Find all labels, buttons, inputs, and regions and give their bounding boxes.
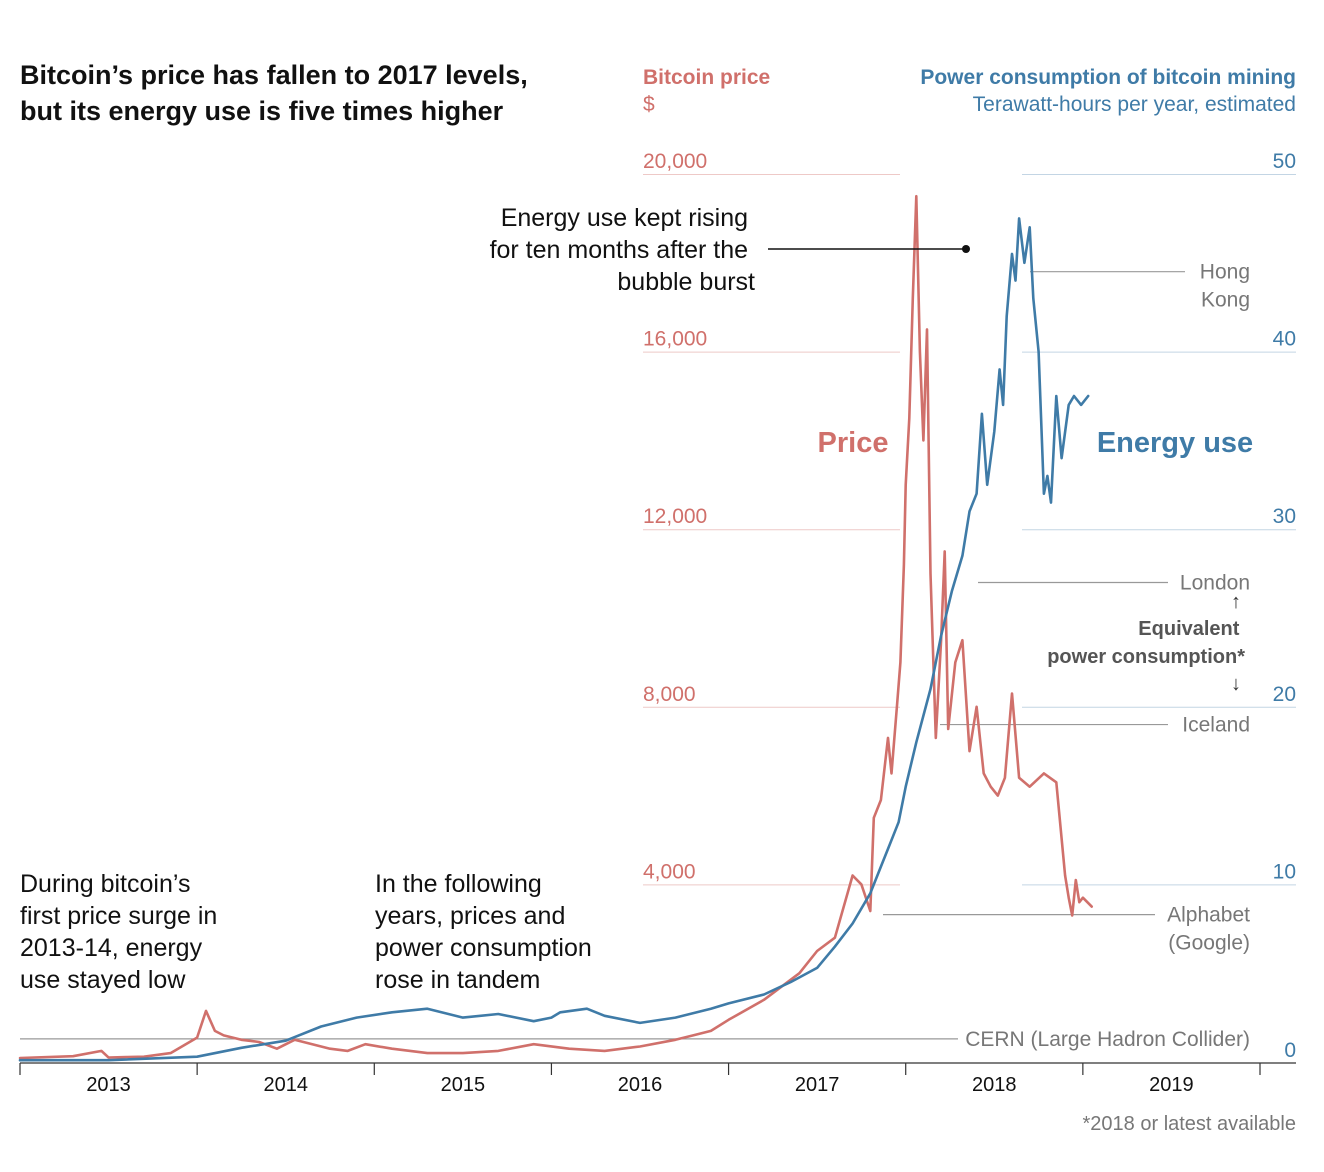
peak-annotation: Energy use kept rising for ten months af… [490, 204, 755, 296]
reference-label: Hong [1200, 261, 1250, 284]
peak-annotation-line-3: bubble burst [617, 268, 755, 296]
reference-label: Alphabet [1167, 904, 1250, 927]
energy-tick-label: 50 [1273, 150, 1296, 173]
price-line [18, 194, 1093, 1060]
price-tick-label: 8,000 [643, 683, 696, 706]
chart-title-line-1: Bitcoin’s price has fallen to 2017 level… [20, 60, 528, 90]
surge-annotation-line-3: 2013-14, energy [20, 934, 203, 962]
surge-annotation-line-2: first price surge in [20, 902, 217, 930]
reference-lines: Hong Kong London Iceland Alphabet (Google) CER… [20, 261, 1250, 1051]
tandem-annotation-line-2: years, prices and [375, 902, 565, 930]
reference-label: Iceland [1182, 714, 1250, 737]
reference-label: Kong [1201, 289, 1250, 312]
energy-tick-label: 10 [1273, 860, 1296, 883]
peak-annotation-line-1: Energy use kept rising [501, 204, 748, 232]
energy-tick-label: 20 [1273, 683, 1296, 706]
left-axis-unit: $ [643, 93, 655, 116]
tandem-annotation-line-3: power consumption [375, 934, 592, 962]
reference-label: CERN (Large Hadron Collider) [965, 1028, 1250, 1051]
x-tick-label: 2017 [795, 1074, 840, 1096]
energy-tick-label: 30 [1273, 505, 1296, 528]
reference-label: London [1180, 571, 1250, 594]
left-axis-title: Bitcoin price [643, 66, 770, 89]
peak-annotation-line-2: for ten months after the [490, 236, 748, 264]
x-tick-label: 2018 [972, 1074, 1017, 1096]
price-series-label: Price [818, 427, 889, 459]
footnote: *2018 or latest available [1083, 1113, 1296, 1135]
chart-title: Bitcoin’s price has fallen to 2017 level… [20, 60, 535, 126]
tandem-annotation-line-4: rose in tandem [375, 966, 540, 994]
equivalent-label-line-2: power consumption* [1047, 646, 1245, 668]
equivalent-label: Equivalent power consumption* [1047, 618, 1245, 668]
chart-title-line-2: but its energy use is five times higher [20, 96, 504, 126]
tandem-annotation: In the following years, prices and power… [375, 870, 599, 994]
surge-annotation: During bitcoin’s first price surge in 20… [20, 870, 224, 994]
x-axis: 2013 2014 2015 2016 2017 2018 2019 [19, 1062, 1296, 1096]
up-arrow-icon: ↑ [1231, 591, 1241, 613]
x-tick-label: 2019 [1149, 1074, 1194, 1096]
down-arrow-icon: ↓ [1231, 673, 1241, 695]
surge-annotation-line-1: During bitcoin’s [20, 870, 190, 898]
x-tick-label: 2014 [263, 1074, 308, 1096]
price-tick-label: 12,000 [643, 505, 707, 528]
equivalent-label-line-1: Equivalent [1138, 618, 1239, 640]
peak-annotation-dot [962, 245, 970, 253]
x-tick-label: 2015 [441, 1074, 486, 1096]
energy-series-label: Energy use [1097, 427, 1253, 459]
energy-use-line [18, 217, 1090, 1062]
price-tick-label: 20,000 [643, 150, 707, 173]
x-tick-label: 2013 [86, 1074, 131, 1096]
series-lines [18, 194, 1093, 1062]
energy-tick-label: 0 [1284, 1039, 1296, 1062]
price-tick-label: 4,000 [643, 860, 696, 883]
tandem-annotation-line-1: In the following [375, 870, 542, 898]
price-tick-label: 16,000 [643, 328, 707, 351]
y-axis-labels: 4,000 8,000 12,000 16,000 20,000 0 10 20 30 40 50 [643, 150, 1296, 1062]
right-axis-subtitle: Terawatt-hours per year, estimated [973, 93, 1296, 116]
reference-label: (Google) [1168, 932, 1250, 955]
energy-tick-label: 40 [1273, 328, 1296, 351]
x-tick-label: 2016 [618, 1074, 663, 1096]
right-axis-title: Power consumption of bitcoin mining [920, 66, 1296, 89]
surge-annotation-line-4: use stayed low [20, 966, 186, 994]
